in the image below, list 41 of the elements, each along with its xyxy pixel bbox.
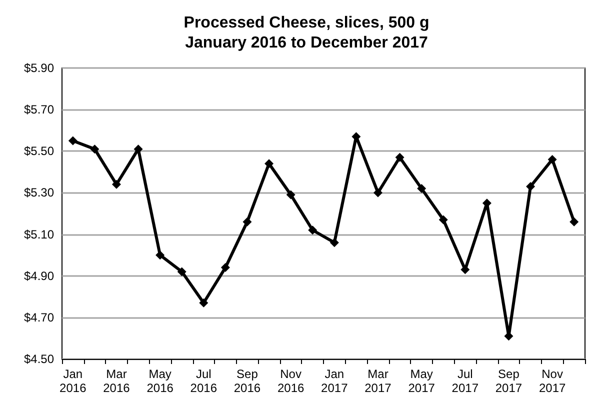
point xyxy=(548,154,557,164)
chart-title: Processed Cheese, slices, 500 g January 2016 to December 2017 xyxy=(184,14,430,52)
point xyxy=(570,217,579,226)
point xyxy=(438,215,448,224)
y-tick-label: $5.50 xyxy=(24,144,54,158)
point xyxy=(308,226,318,235)
x-tick-label: Jan 2016 xyxy=(60,367,87,395)
y-tick-label: $4.50 xyxy=(24,352,54,366)
point xyxy=(264,159,274,168)
y-tick-label: $4.90 xyxy=(24,268,54,283)
y-tick-label: $5.10 xyxy=(24,227,54,242)
x-tick-label: May 2016 xyxy=(146,367,174,395)
x-tick-label: Sep 2016 xyxy=(234,367,261,395)
point xyxy=(68,136,78,146)
point xyxy=(220,263,230,272)
x-tick-label: Nov 2016 xyxy=(277,367,304,395)
x-tick-label: Jan 2017 xyxy=(321,367,348,395)
x-tick-label: May 2017 xyxy=(408,367,436,395)
point xyxy=(134,144,143,154)
x-tick-label: Sep 2017 xyxy=(495,367,522,395)
y-tick-label: $5.30 xyxy=(24,186,54,200)
point xyxy=(526,182,536,191)
x-tick-label: Jul 2016 xyxy=(190,367,218,395)
point xyxy=(156,250,165,260)
point xyxy=(199,298,208,308)
x-tick-label: Mar 2016 xyxy=(103,367,130,395)
point xyxy=(373,188,382,198)
x-tick-label: Jul 2017 xyxy=(452,367,479,395)
point xyxy=(90,144,100,154)
point xyxy=(177,267,186,276)
point xyxy=(112,180,121,189)
point xyxy=(330,238,339,248)
point xyxy=(242,217,252,226)
point xyxy=(417,184,426,194)
point xyxy=(395,152,404,162)
y-tick-label: $5.90 xyxy=(24,61,54,75)
y-tick-label: $4.70 xyxy=(24,310,54,324)
point xyxy=(286,190,296,200)
x-tick-label: Nov 2017 xyxy=(538,367,566,395)
y-tick-label: $5.70 xyxy=(24,102,54,117)
x-tick-label: Mar 2017 xyxy=(364,367,392,395)
